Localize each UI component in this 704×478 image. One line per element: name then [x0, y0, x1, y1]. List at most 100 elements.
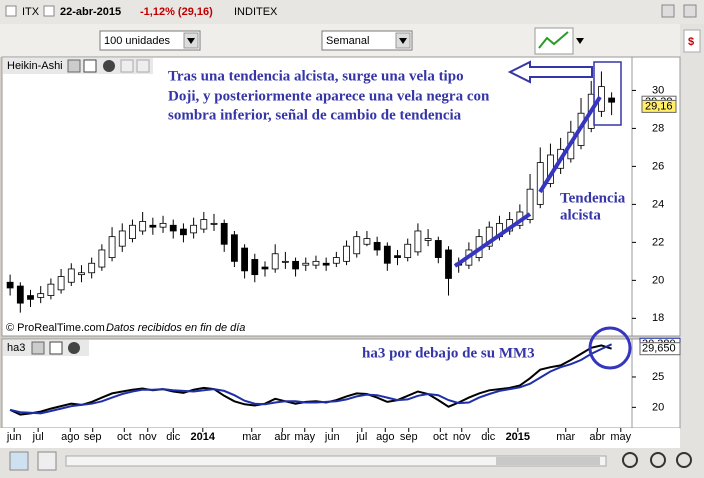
icon: $	[688, 36, 694, 48]
x-tick-label: jun	[324, 431, 340, 443]
down-button[interactable]	[136, 59, 150, 73]
zoom-fit[interactable]	[622, 452, 638, 468]
candle-body	[343, 245, 350, 262]
period-select[interactable]	[321, 30, 413, 51]
candle-body	[322, 262, 330, 266]
y-tick-label: 20	[652, 274, 664, 286]
side-button[interactable]	[683, 29, 701, 53]
candle-body	[210, 222, 218, 225]
scrollbar[interactable]	[65, 455, 607, 467]
candle-body	[292, 260, 299, 270]
candle-body	[129, 224, 136, 239]
indicator-line	[9, 343, 613, 415]
x-tick-label: ago	[61, 431, 79, 443]
dropdown-arrow	[576, 38, 584, 44]
x-tick-label: 2014	[191, 431, 216, 443]
annotation: alcista	[560, 207, 601, 223]
x-tick-label: nov	[139, 431, 157, 443]
close-panel-button[interactable]	[68, 342, 80, 354]
candle-body	[536, 162, 544, 205]
symbol: ITX	[22, 6, 40, 18]
x-tick-label: oct	[117, 431, 132, 443]
candle-body	[526, 188, 534, 220]
window-button[interactable]	[49, 341, 63, 355]
candle-body	[16, 285, 24, 304]
candle-body	[394, 255, 401, 258]
close-button[interactable]	[683, 4, 697, 18]
x-tick-label: mar	[556, 431, 575, 443]
candle-body	[139, 221, 147, 232]
candle-body	[6, 281, 14, 289]
settings-button[interactable]	[67, 59, 81, 73]
checkbox[interactable]	[5, 5, 17, 17]
x-tick-label: dic	[481, 431, 496, 443]
candle-body	[220, 222, 228, 245]
candle-body	[281, 260, 289, 263]
close-panel-button[interactable]	[103, 60, 115, 72]
candle-body	[383, 245, 391, 264]
settings-button[interactable]	[31, 341, 45, 355]
y-tick-label: 22	[652, 236, 664, 248]
candle-body	[159, 222, 167, 228]
indicator-button[interactable]	[534, 27, 574, 55]
candle-body	[57, 276, 65, 291]
x-tick-label: jun	[6, 431, 22, 443]
x-tick-label: jul	[355, 431, 367, 443]
value-label: 29,650	[642, 343, 676, 355]
y-tick-label: 26	[652, 160, 664, 172]
annotation: Tendencia	[560, 190, 626, 206]
tool-button[interactable]	[37, 451, 57, 471]
scroll-thumb[interactable]	[496, 457, 600, 465]
price-panel	[1, 56, 681, 337]
candle-body	[180, 228, 187, 236]
annotation: ha3 por debajo de su MM3	[362, 345, 535, 361]
x-tick-label: may	[294, 431, 315, 443]
annotation: Tras una tendencia alcista, surge una ve…	[168, 68, 464, 84]
candle-body	[78, 272, 85, 276]
tool-button[interactable]	[9, 451, 29, 471]
checkbox[interactable]	[43, 5, 55, 17]
candle-body	[302, 262, 310, 266]
candle-body	[37, 293, 45, 298]
annotation: Doji, y posteriormente aparece una vela …	[168, 88, 490, 104]
candle-body	[353, 236, 361, 255]
candle-body	[108, 236, 116, 258]
trend-line	[538, 95, 602, 194]
zoom-in[interactable]	[676, 452, 692, 468]
candle-body	[67, 268, 75, 283]
panel-title: ha3	[7, 342, 25, 354]
x-tick-label: sep	[84, 431, 102, 443]
data-note: Datos recibidos en fin de día	[106, 322, 245, 334]
x-tick-label: sep	[400, 431, 418, 443]
x-tick-label: abr	[589, 431, 605, 443]
dropdown-arrow	[187, 38, 195, 44]
minimize-button[interactable]	[661, 4, 675, 18]
zoom-out[interactable]	[650, 452, 666, 468]
y-tick-label: 24	[652, 198, 664, 210]
candle-body	[261, 266, 269, 270]
candle-body	[149, 224, 157, 228]
candle-body	[332, 257, 340, 264]
y-tick-label: 28	[652, 122, 664, 134]
x-tick-label: dic	[166, 431, 181, 443]
candle-body	[251, 259, 259, 276]
up-button[interactable]	[120, 59, 134, 73]
highlight-circle	[588, 326, 632, 370]
panel-title: Heikin-Ashi	[7, 60, 63, 72]
candle-body	[434, 240, 442, 258]
candle-body	[169, 224, 177, 232]
x-tick-label: abr	[274, 431, 290, 443]
highlight-box	[593, 61, 622, 126]
candle-body	[88, 262, 96, 274]
candle-body	[404, 243, 412, 258]
y-tick-label: 18	[652, 312, 664, 324]
x-tick-label: may	[610, 431, 631, 443]
x-tick-label: oct	[433, 431, 448, 443]
candle-body	[47, 283, 55, 296]
y-tick-label: 25	[652, 371, 664, 383]
icon	[538, 31, 569, 49]
candle-body	[190, 224, 198, 234]
window-button[interactable]	[83, 59, 97, 73]
quantity-select[interactable]	[99, 30, 201, 51]
